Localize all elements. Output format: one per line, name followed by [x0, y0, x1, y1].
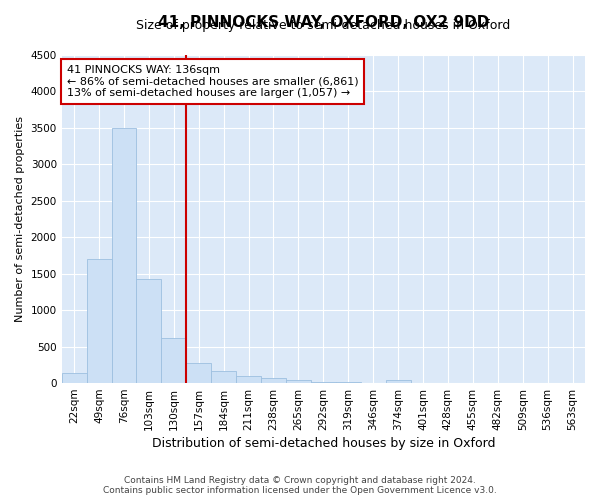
Bar: [86, 259, 112, 383]
Title: 41, PINNOCKS WAY, OXFORD, OX2 9DD: 41, PINNOCKS WAY, OXFORD, OX2 9DD: [158, 15, 489, 30]
Bar: [136, 279, 161, 383]
X-axis label: Distribution of semi-detached houses by size in Oxford: Distribution of semi-detached houses by …: [152, 437, 495, 450]
Bar: [186, 364, 211, 383]
Y-axis label: Number of semi-detached properties: Number of semi-detached properties: [15, 116, 25, 322]
Bar: [236, 376, 261, 383]
Bar: [211, 372, 236, 383]
Bar: [112, 128, 136, 383]
Bar: [386, 380, 410, 383]
Text: Contains HM Land Registry data © Crown copyright and database right 2024.
Contai: Contains HM Land Registry data © Crown c…: [103, 476, 497, 495]
Bar: [161, 338, 186, 383]
Text: Size of property relative to semi-detached houses in Oxford: Size of property relative to semi-detach…: [136, 19, 511, 32]
Bar: [286, 380, 311, 383]
Bar: [336, 382, 361, 383]
Text: 41 PINNOCKS WAY: 136sqm
← 86% of semi-detached houses are smaller (6,861)
13% of: 41 PINNOCKS WAY: 136sqm ← 86% of semi-de…: [67, 65, 359, 98]
Bar: [311, 382, 336, 383]
Bar: [62, 373, 86, 383]
Bar: [261, 378, 286, 383]
